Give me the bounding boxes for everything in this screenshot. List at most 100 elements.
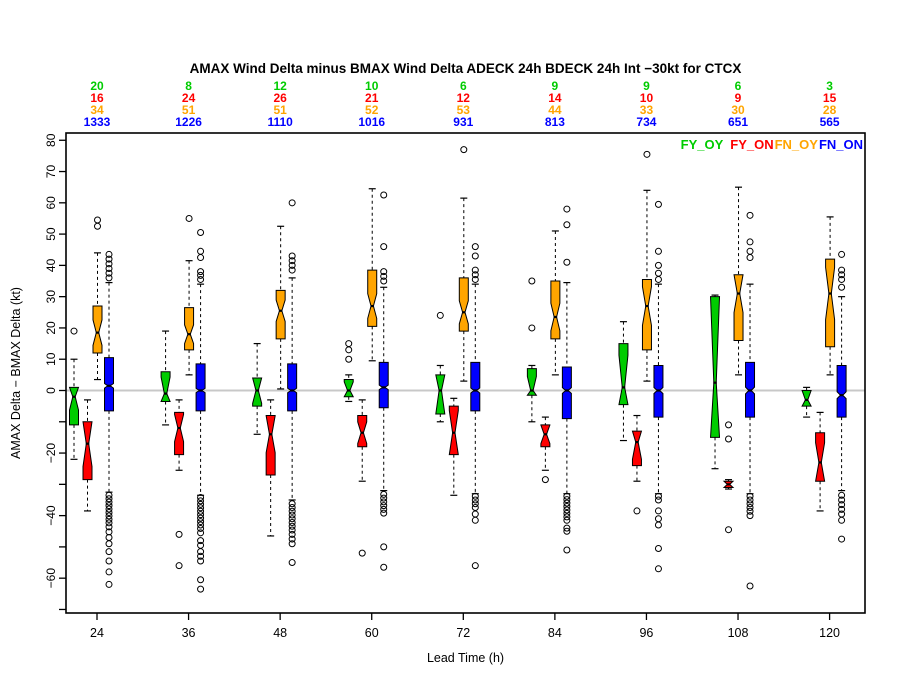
- x-tick-label: 24: [90, 626, 104, 640]
- box-fy_oy-60: [343, 340, 355, 403]
- legend-item-fy-on: FY_ON: [730, 137, 774, 152]
- outlier-point: [380, 505, 388, 513]
- outlier-point: [380, 502, 388, 510]
- axes: 80 70 60 50 40 30 20 10 0 −20 −40 −60 24 36 48 60 72 84 96…: [44, 133, 840, 640]
- outlier-point: [654, 200, 662, 208]
- box-fn_on-72: [470, 243, 481, 570]
- outlier-point: [197, 497, 205, 505]
- outlier-point: [197, 493, 205, 501]
- outlier-point: [746, 238, 754, 246]
- outlier-point: [105, 519, 113, 527]
- y-axis-label: AMAX Delta − BMAX Delta (kt): [9, 287, 23, 459]
- outlier-point: [471, 266, 479, 274]
- count-fy_on: 16: [90, 91, 104, 105]
- y-tick-label: 10: [44, 352, 58, 366]
- outlier-point: [471, 275, 479, 283]
- outlier-point: [838, 516, 846, 524]
- outlier-point: [654, 507, 662, 515]
- outlier-point: [197, 524, 205, 532]
- y-tick-label: 80: [44, 133, 58, 147]
- outlier-point: [746, 582, 754, 590]
- count-fn_on: 651: [728, 115, 748, 129]
- outlier-point: [105, 505, 113, 513]
- box-fy_on-84: [540, 416, 551, 484]
- box-fy_on-60: [357, 399, 368, 557]
- outlier-point: [288, 503, 296, 511]
- series-fn_on: [104, 191, 847, 593]
- outlier-point: [654, 544, 662, 552]
- count-fn_on: 565: [820, 115, 840, 129]
- outlier-point: [563, 516, 571, 524]
- outlier-point: [105, 557, 113, 565]
- outlier-point: [746, 492, 754, 500]
- outlier-point: [838, 505, 846, 513]
- outlier-point: [746, 503, 754, 511]
- legend: FY_OY FY_ONFN_OYFN_ON: [681, 137, 863, 152]
- box-fn_oy-36: [184, 214, 195, 376]
- plot-border: [65, 132, 866, 614]
- box-fy_oy-108: [709, 294, 721, 470]
- outlier-point: [380, 490, 388, 498]
- box-fy_oy-72: [435, 311, 446, 423]
- outlier-point: [563, 503, 571, 511]
- outlier-point: [105, 540, 113, 548]
- outlier-point: [345, 346, 353, 354]
- outlier-point: [563, 513, 571, 521]
- outlier-point: [563, 506, 571, 514]
- outlier-point: [654, 275, 662, 283]
- outlier-point: [746, 500, 754, 508]
- y-tick-label: 0: [44, 387, 58, 394]
- count-fn_on: 1226: [175, 115, 202, 129]
- outlier-point: [471, 252, 479, 260]
- y-tick-label: 30: [44, 290, 58, 304]
- x-axis-label: Lead Time (h): [426, 651, 505, 665]
- outlier-point: [471, 271, 479, 279]
- outlier-point: [746, 247, 754, 255]
- outlier-point: [380, 509, 388, 517]
- y-tick-label: −40: [44, 505, 58, 526]
- outlier-point: [105, 250, 113, 258]
- outlier-point: [563, 509, 571, 517]
- outlier-point: [105, 515, 113, 523]
- count-fy_on: 24: [182, 91, 196, 105]
- outlier-point: [654, 521, 662, 529]
- box-fy_oy-36: [160, 330, 171, 426]
- outlier-point: [746, 496, 754, 504]
- outlier-point: [345, 355, 353, 363]
- outlier-point: [563, 221, 571, 229]
- box-fy_on-36: [174, 399, 185, 570]
- legend-item-fn-on: FN_ON: [818, 137, 863, 152]
- x-tick-label: 108: [728, 626, 749, 640]
- outlier-point: [838, 510, 846, 518]
- outlier-point: [654, 247, 662, 255]
- outlier-point: [197, 247, 205, 255]
- outlier-point: [541, 476, 549, 484]
- box-fy_on-108: [722, 421, 735, 534]
- box-fy_on-48: [265, 399, 276, 537]
- outlier-point: [838, 535, 846, 543]
- outlier-point: [380, 563, 388, 571]
- outlier-point: [380, 494, 388, 502]
- legend-item-fy-oy: FY_OY: [680, 137, 724, 152]
- outlier-point: [288, 515, 296, 523]
- outlier-point: [563, 492, 571, 500]
- series-fn_oy: [92, 146, 836, 390]
- outlier-point: [471, 562, 479, 570]
- outlier-point: [380, 543, 388, 551]
- box-fn_oy-24: [92, 216, 103, 381]
- y-tick-label: 70: [44, 165, 58, 179]
- outlier-point: [643, 150, 651, 158]
- outlier-point: [288, 535, 296, 543]
- outlier-point: [563, 499, 571, 507]
- box-fy_on-120: [815, 411, 826, 512]
- outlier-point: [528, 277, 536, 285]
- outlier-point: [725, 526, 733, 534]
- outlier-point: [105, 495, 113, 503]
- outlier-point: [471, 516, 479, 524]
- count-fy_oy: 9: [552, 79, 559, 93]
- outlier-point: [838, 266, 846, 274]
- count-fn_on: 734: [636, 115, 656, 129]
- x-tick-label: 120: [819, 626, 840, 640]
